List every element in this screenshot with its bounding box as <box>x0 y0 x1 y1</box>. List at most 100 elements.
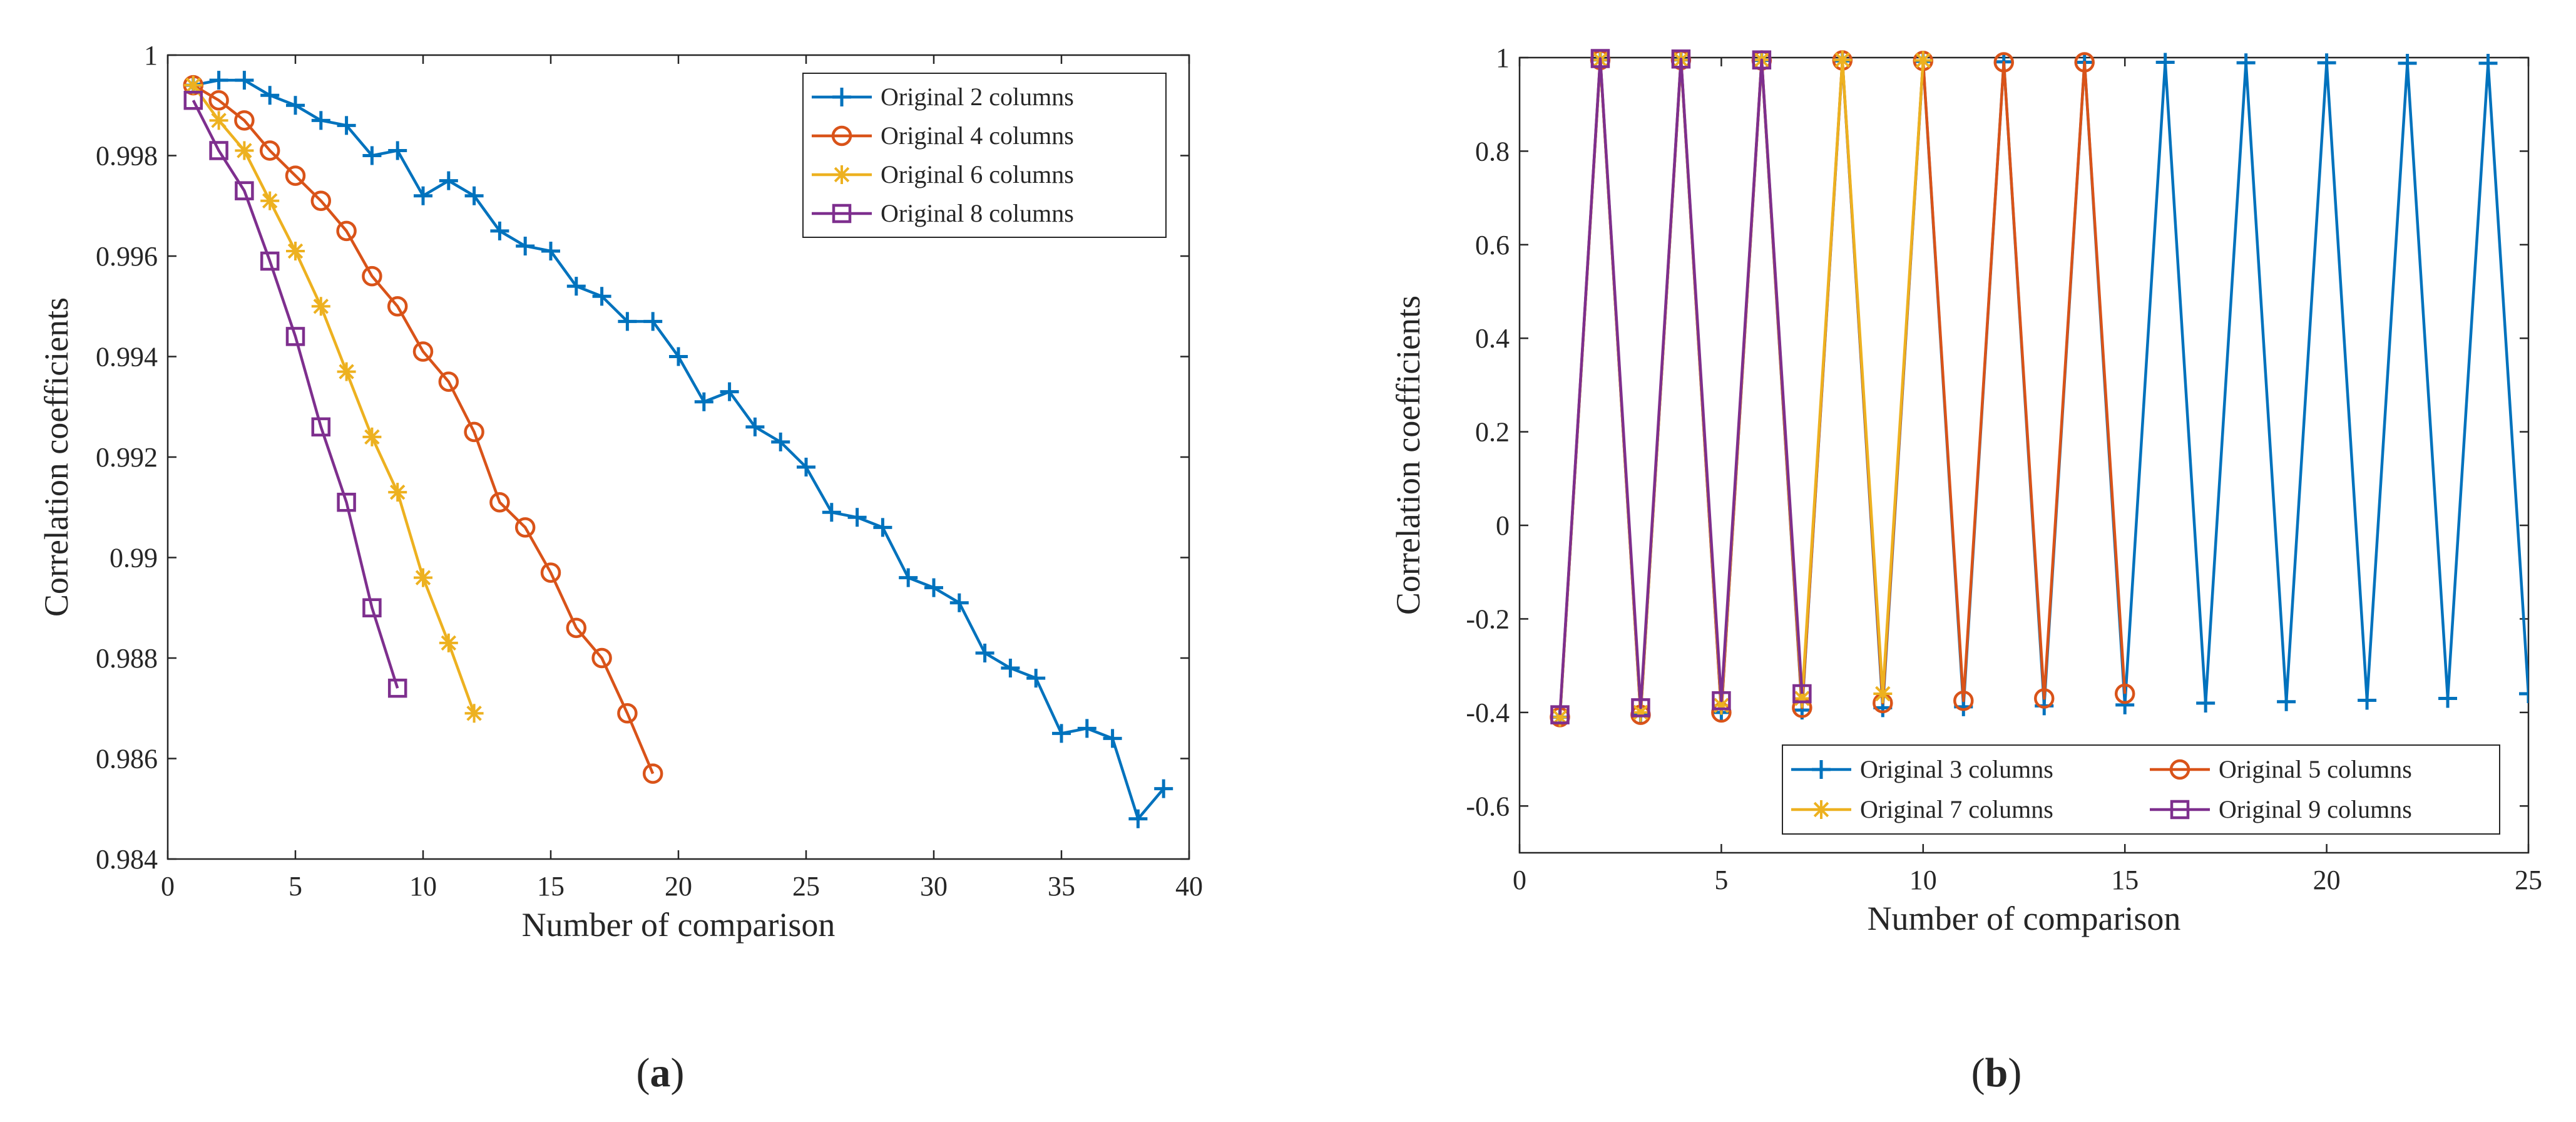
data-point-b-0 <box>2398 53 2417 73</box>
data-point-a-2 <box>260 191 280 210</box>
data-point-a-0 <box>771 432 790 451</box>
data-point-b-2 <box>1792 689 1812 708</box>
y-tick-label-b: 0.8 <box>1475 136 1510 167</box>
data-point-b-3 <box>1631 698 1650 718</box>
data-point-a-3 <box>260 251 280 271</box>
data-point-a-1 <box>208 90 229 111</box>
data-point-a-2 <box>464 704 484 723</box>
chart-b: 0 5 10 15 20 25 -0.6 -0.4 -0.2 0 0.2 0.4 0.6 0.8 1 Numb… <box>1389 43 2542 937</box>
legend-a: Original 2 columns Original 4 columns Orig… <box>802 73 1167 238</box>
x-tick-label-a: 35 <box>1048 871 1075 902</box>
data-point-a-2 <box>209 111 228 130</box>
legend-label-b-1: Original 5 columns <box>2219 755 2412 783</box>
data-point-a-3 <box>235 181 254 200</box>
data-point-a-0 <box>1077 719 1096 738</box>
series-line-a-3 <box>192 100 399 689</box>
data-point-a-2 <box>414 568 432 587</box>
data-point-b-1 <box>2033 688 2055 709</box>
data-point-a-3 <box>337 492 356 512</box>
data-point-a-2 <box>439 633 458 652</box>
y-tick-label-b: 1 <box>1496 43 1510 73</box>
y-tick-label-a: 0.992 <box>96 442 158 473</box>
data-point-a-3 <box>285 327 305 346</box>
data-point-a-0 <box>949 593 969 612</box>
x-tick-label-b: 0 <box>1513 865 1526 895</box>
y-tick-label-a: 1 <box>144 40 158 71</box>
data-point-a-1 <box>438 371 459 392</box>
data-point-b-3 <box>1671 49 1691 69</box>
data-point-b-0 <box>2358 691 2377 710</box>
data-point-a-0 <box>439 171 458 190</box>
data-point-a-1 <box>387 296 408 317</box>
data-point-a-1 <box>234 110 255 131</box>
data-point-a-0 <box>311 111 330 130</box>
data-point-a-1 <box>591 647 612 669</box>
y-tick-label-a: 0.994 <box>96 342 158 373</box>
data-point-a-1 <box>566 617 587 639</box>
data-point-b-3 <box>1590 49 1610 68</box>
plot-area-b <box>1518 56 2530 854</box>
legend-label-a-0: Original 2 columns <box>881 83 1074 111</box>
y-tick-label-a: 0.99 <box>110 543 158 574</box>
data-point-a-1 <box>642 763 663 784</box>
data-point-a-2 <box>388 483 407 502</box>
data-point-a-3 <box>183 90 203 110</box>
x-tick-label-a: 0 <box>161 871 175 902</box>
legend-marker-b-2 <box>1812 800 1831 819</box>
data-point-b-0 <box>2155 53 2175 72</box>
y-tick-label-b: -0.6 <box>1466 791 1510 821</box>
x-tick-label-a: 20 <box>665 871 692 902</box>
y-tick-label-a: 0.986 <box>96 744 158 775</box>
data-point-a-0 <box>899 568 918 587</box>
data-point-a-0 <box>464 186 484 205</box>
data-point-a-0 <box>669 347 688 366</box>
data-point-a-0 <box>720 382 739 401</box>
data-point-a-3 <box>311 417 331 437</box>
data-point-a-2 <box>286 241 305 260</box>
y-tick-label-a: 0.984 <box>96 844 158 875</box>
legend-label-a-2: Original 6 columns <box>881 160 1074 188</box>
data-point-a-0 <box>388 141 407 160</box>
data-point-b-0 <box>2277 692 2296 711</box>
y-tick-label-a: 0.998 <box>96 141 158 172</box>
x-tick-label-a: 15 <box>537 871 565 902</box>
series-group-b <box>1550 49 2528 728</box>
series-line-a-1 <box>192 84 655 775</box>
data-point-a-0 <box>541 241 560 260</box>
legend-marker-a-0 <box>832 88 851 106</box>
data-point-a-1 <box>259 140 280 161</box>
legend-label-a-3: Original 8 columns <box>881 199 1074 227</box>
data-point-a-0 <box>516 236 535 255</box>
data-point-a-0 <box>694 392 713 411</box>
series-group-a <box>183 71 1173 828</box>
x-tick-label-a: 5 <box>289 871 302 902</box>
series-line-b-3 <box>1558 57 1804 715</box>
data-point-b-2 <box>1631 703 1650 722</box>
data-point-b-1 <box>1953 690 1974 711</box>
data-point-a-1 <box>310 190 332 211</box>
y-axis-label-a: Correlation coefficients <box>38 297 75 617</box>
data-point-a-0 <box>1052 724 1071 743</box>
y-tick-label-b: -0.2 <box>1466 604 1510 634</box>
data-point-b-1 <box>2114 683 2135 704</box>
y-tick-label-a: 0.988 <box>96 643 158 674</box>
data-point-a-0 <box>490 221 509 240</box>
data-point-b-3 <box>1550 705 1570 724</box>
data-point-b-2 <box>1913 51 1933 70</box>
data-point-b-1 <box>2074 52 2095 73</box>
data-point-a-1 <box>464 421 484 443</box>
data-point-a-2 <box>362 427 382 446</box>
data-point-a-0 <box>1154 779 1173 798</box>
data-point-b-2 <box>1873 684 1893 703</box>
data-point-a-1 <box>336 220 357 242</box>
data-point-a-0 <box>337 116 356 135</box>
x-axis-label-a: Number of comparison <box>522 906 836 944</box>
y-tick-label-b: 0.6 <box>1475 230 1510 260</box>
data-point-a-0 <box>797 458 815 477</box>
data-point-b-0 <box>2196 693 2216 713</box>
legend-marker-a-2 <box>832 165 851 184</box>
legend-marker-a-1 <box>831 125 852 147</box>
x-tick-label-b: 15 <box>2111 865 2139 895</box>
y-tick-label-b: 0.4 <box>1475 323 1510 354</box>
data-point-b-3 <box>1712 691 1731 711</box>
